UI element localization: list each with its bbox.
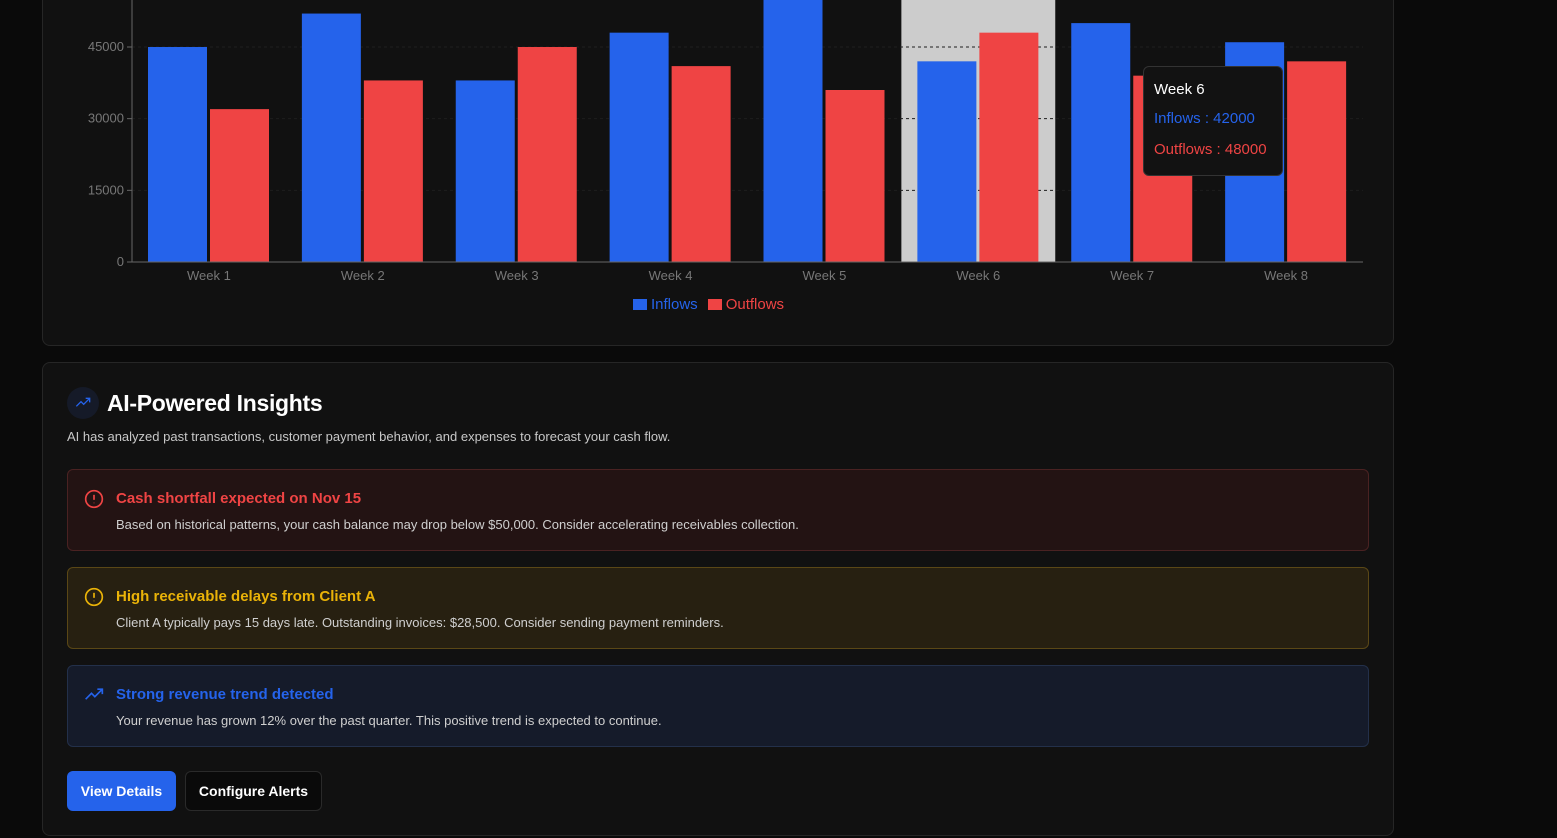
x-tick-label: Week 5 bbox=[803, 268, 847, 283]
x-tick-label: Week 6 bbox=[956, 268, 1000, 283]
x-tick-label: Week 4 bbox=[649, 268, 693, 283]
alert-revenue-trend: Strong revenue trend detected Your reven… bbox=[67, 665, 1369, 747]
legend-label-inflows: Inflows bbox=[651, 296, 698, 313]
configure-alerts-button[interactable]: Configure Alerts bbox=[185, 771, 322, 811]
bar-inflows bbox=[301, 13, 361, 262]
alert-description: Your revenue has grown 12% over the past… bbox=[116, 713, 662, 728]
cash-flow-bar-chart: 0 15000 30000 45000 Week 1 Week 2 Week 3 Week 4… bbox=[88, 0, 1363, 283]
bar-outflows bbox=[979, 32, 1039, 262]
tooltip-title: Week 6 bbox=[1154, 81, 1205, 98]
alert-description: Based on historical patterns, your cash … bbox=[116, 517, 799, 532]
alert-receivable-delays: High receivable delays from Client A Cli… bbox=[67, 567, 1369, 649]
insights-title: AI-Powered Insights bbox=[107, 389, 323, 416]
bar-inflows bbox=[609, 32, 669, 262]
bar-inflows bbox=[1071, 23, 1131, 262]
bar-outflows bbox=[363, 80, 423, 262]
x-tick-label: Week 8 bbox=[1264, 268, 1308, 283]
alert-circle-icon bbox=[84, 489, 104, 514]
y-tick-label: 0 bbox=[117, 254, 124, 269]
alert-circle-icon bbox=[84, 587, 104, 612]
insights-subtitle: AI has analyzed past transactions, custo… bbox=[67, 429, 671, 444]
y-tick-label: 45000 bbox=[88, 39, 124, 54]
y-tick-label: 15000 bbox=[88, 182, 124, 197]
bar-inflows bbox=[148, 47, 207, 262]
y-tick-label: 30000 bbox=[88, 111, 124, 126]
trending-up-icon bbox=[67, 387, 99, 419]
bar-outflows bbox=[210, 109, 269, 262]
legend-swatch-inflows bbox=[633, 299, 647, 310]
alert-title: High receivable delays from Client A bbox=[116, 588, 376, 605]
tooltip-inflows: Inflows : 42000 bbox=[1154, 110, 1255, 127]
legend-item-inflows[interactable]: Inflows bbox=[633, 296, 698, 313]
bar-outflows bbox=[825, 90, 885, 262]
bar-inflows bbox=[455, 80, 515, 262]
legend-item-outflows[interactable]: Outflows bbox=[707, 296, 785, 313]
legend-swatch-outflows bbox=[707, 299, 722, 310]
bar-outflows bbox=[1287, 61, 1347, 263]
bar-outflows bbox=[517, 47, 577, 262]
alert-cash-shortfall: Cash shortfall expected on Nov 15 Based … bbox=[67, 469, 1369, 551]
chart-legend: Inflows Outflows bbox=[633, 296, 784, 313]
tooltip-outflows: Outflows : 48000 bbox=[1154, 141, 1267, 158]
x-tick-label: Week 1 bbox=[187, 268, 231, 283]
x-tick-label: Week 7 bbox=[1110, 268, 1154, 283]
bar-inflows bbox=[763, 0, 823, 263]
x-tick-label: Week 3 bbox=[495, 268, 539, 283]
view-details-button[interactable]: View Details bbox=[67, 771, 176, 811]
trending-up-icon bbox=[84, 685, 104, 710]
alert-title: Cash shortfall expected on Nov 15 bbox=[116, 490, 362, 507]
x-tick-label: Week 2 bbox=[341, 268, 385, 283]
legend-label-outflows: Outflows bbox=[725, 296, 785, 313]
alert-title: Strong revenue trend detected bbox=[116, 686, 334, 703]
bar-inflows bbox=[917, 61, 977, 263]
alert-description: Client A typically pays 15 days late. Ou… bbox=[116, 615, 724, 630]
insights-card: AI-Powered Insights AI has analyzed past… bbox=[42, 362, 1394, 836]
chart-tooltip: Week 6 Inflows : 42000 Outflows : 48000 bbox=[1143, 66, 1283, 176]
bar-outflows bbox=[671, 66, 731, 262]
